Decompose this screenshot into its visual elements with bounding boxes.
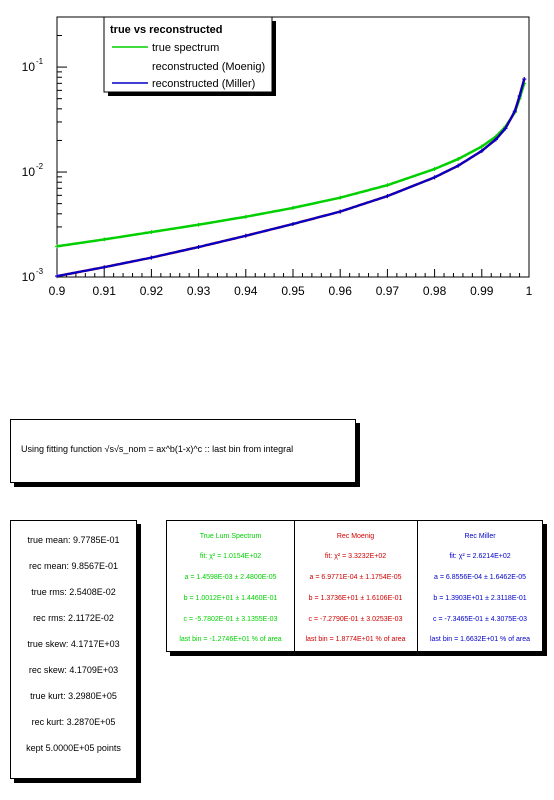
fit-last-moenig: last bin = 1.8774E+01 % of area [305,636,406,643]
data-point [149,255,154,260]
x-tick-label: 0.94 [234,284,258,298]
fit-chi2-true: fit: χ² = 1.0154E+02 [199,553,262,560]
fit-last-true: last bin = -1.2746E+01 % of area [179,636,282,643]
stat-true-mean: true mean: 9.7785E-01 [27,535,120,545]
x-tick-label: 0.98 [423,284,447,298]
stat-kept-points: kept 5.0000E+05 points [26,743,121,753]
fit-column-moenig: Rec Moenig fit: χ² = 3.3232E+02 a = 6.97… [294,521,418,651]
data-point [291,221,295,226]
fit-a-miller: a = 6.8556E-04 ± 1.6462E-05 [434,574,526,581]
data-point [338,209,343,214]
data-point [456,157,461,162]
y-tick-exponent: -3 [36,267,44,276]
legend-entry-moenig: reconstructed (Moenig) [152,61,265,73]
data-point [517,94,522,99]
data-point [479,144,484,149]
fit-chi2-moenig: fit: χ² = 3.3232E+02 [324,553,387,560]
data-point [503,126,508,131]
data-point [149,230,154,235]
fit-chi2-miller: fit: χ² = 2.6214E+02 [449,553,511,560]
legend-entry-miller: reconstructed (Miller) [152,78,255,90]
x-tick-label: 0.95 [281,284,305,298]
fit-a-moenig: a = 6.9771E-04 ± 1.1754E-05 [309,574,402,581]
fit-b-miller: b = 1.3903E+01 ± 2.3118E-01 [433,595,527,602]
x-tick-label: 0.99 [470,284,494,298]
y-tick-label: 10 [22,270,36,284]
data-point [456,163,461,168]
series-true-spectrum-curve [56,82,526,248]
data-point [55,244,59,249]
y-tick-exponent: -2 [36,162,44,171]
stat-true-kurt: true kurt: 3.2980E+05 [30,691,117,701]
stat-rec-skew: rec skew: 4.1709E+03 [28,665,119,675]
x-tick-labels: 0.9 0.91 0.92 0.93 0.94 0.95 0.96 0.97 0.98 0.99 1 [49,284,533,298]
fit-results-table: True Lum Spectrum fit: χ² = 1.0154E+02 a… [166,520,543,652]
data-point [102,265,107,270]
x-tick-label: 0.9 [49,284,66,298]
x-tick-label: 1 [526,284,533,298]
data-point [243,233,248,238]
data-point [522,76,527,81]
fit-header-moenig: Rec Moenig [336,533,375,540]
legend-entry-true: true spectrum [152,42,219,54]
series-miller [55,76,527,279]
data-point [102,237,107,242]
fit-header-miller: Rec Miller [464,533,496,540]
data-point [493,137,498,142]
fit-function-text: Using fitting function √s√s_nom = ax^b(1… [21,444,294,454]
data-point [479,148,484,153]
fit-column-true: True Lum Spectrum fit: χ² = 1.0154E+02 a… [167,521,295,651]
chart-area: 0.9 0.91 0.92 0.93 0.94 0.95 0.96 0.97 0.98 0.99 1… [22,16,533,298]
fit-header-true: True Lum Spectrum [199,533,262,540]
y-tick-labels: 10-310-210-1 [22,57,44,284]
x-tick-label: 0.97 [376,284,400,298]
x-tick-label: 0.93 [187,284,211,298]
stat-true-rms: true rms: 2.5408E-02 [31,587,116,597]
data-series [55,76,527,279]
data-point [196,245,201,250]
data-point [432,175,437,180]
data-point [338,195,343,200]
data-point [512,109,517,114]
fit-last-miller: last bin = 1.6632E+01 % of area [429,636,531,643]
fit-c-moenig: c = -7.2790E-01 ± 3.0253E-03 [308,616,403,623]
series-true-spectrum [55,81,527,249]
stats-box: true mean: 9.7785E-01 rec mean: 9.8567E-… [10,520,137,779]
series-moenig-curve [56,78,526,278]
data-point [291,205,295,210]
series-moenig [55,76,527,279]
fit-b-true: b = 1.0012E+01 ± 1.4460E-01 [183,595,278,602]
legend-shadow [272,21,276,96]
stat-rec-mean: rec mean: 9.8567E-01 [28,561,119,571]
x-tick-label: 0.91 [93,284,117,298]
y-tick-label: 10 [22,60,36,74]
fit-c-miller: c = -7.3465E-01 ± 4.3075E-03 [433,616,527,623]
fit-function-box: Using fitting function √s√s_nom = ax^b(1… [10,419,356,483]
axis-ticks [56,34,530,278]
data-point [432,166,437,171]
stat-true-skew: true skew: 4.1717E+03 [27,639,120,649]
data-point [385,183,390,188]
series-miller-curve [56,78,526,278]
legend: true vs reconstructed true spectrum reco… [103,16,276,96]
y-tick-exponent: -1 [36,57,44,66]
stat-rec-kurt: rec kurt: 3.2870E+05 [31,717,116,727]
fit-column-miller: Rec Miller fit: χ² = 2.6214E+02 a = 6.85… [418,521,542,651]
legend-shadow [108,92,276,96]
data-point [55,274,59,279]
fit-a-true: a = 1.4598E-03 ± 2.4800E-05 [184,574,277,581]
stat-rec-rms: rec rms: 2.1172E-02 [33,613,114,623]
x-tick-label: 0.92 [140,284,164,298]
y-tick-label: 10 [22,165,36,179]
fit-b-moenig: b = 1.3736E+01 ± 1.6106E-01 [308,595,403,602]
fit-c-true: c = -5.7802E-01 ± 3.1355E-03 [183,616,278,623]
x-tick-label: 0.96 [329,284,353,298]
legend-box [103,16,273,93]
data-point [243,214,248,219]
data-point [196,222,201,227]
legend-title: true vs reconstructed [110,24,222,36]
data-point [385,194,390,199]
